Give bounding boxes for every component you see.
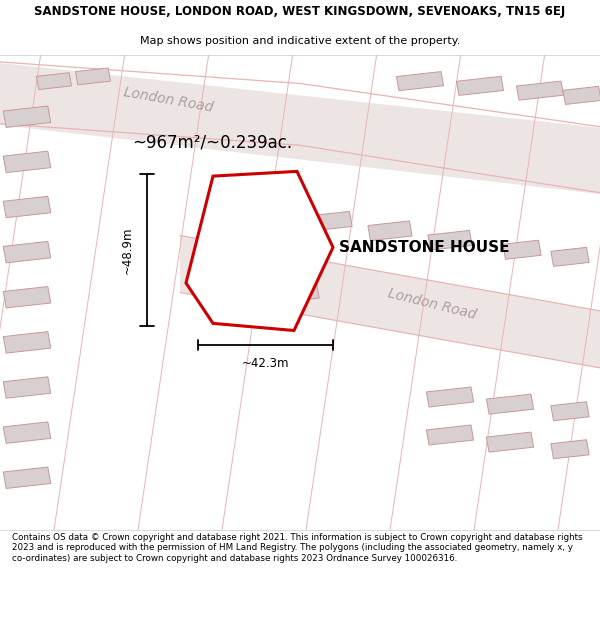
Polygon shape [563, 86, 600, 104]
Polygon shape [3, 377, 51, 398]
Polygon shape [517, 81, 563, 100]
Polygon shape [186, 171, 333, 331]
Polygon shape [551, 402, 589, 421]
Text: Contains OS data © Crown copyright and database right 2021. This information is : Contains OS data © Crown copyright and d… [12, 533, 583, 562]
Polygon shape [503, 240, 541, 259]
Polygon shape [37, 72, 71, 89]
Text: ~967m²/~0.239ac.: ~967m²/~0.239ac. [132, 134, 292, 152]
Polygon shape [0, 60, 600, 198]
Text: London Road: London Road [386, 287, 478, 322]
Text: London Road: London Road [122, 86, 214, 115]
Polygon shape [3, 151, 51, 173]
Polygon shape [3, 422, 51, 443]
Polygon shape [3, 467, 51, 489]
Polygon shape [368, 221, 412, 241]
Polygon shape [551, 440, 589, 459]
Polygon shape [281, 250, 319, 269]
Polygon shape [427, 387, 473, 407]
Polygon shape [76, 68, 110, 85]
Polygon shape [3, 106, 51, 128]
Polygon shape [427, 425, 473, 445]
Polygon shape [428, 231, 472, 250]
Polygon shape [487, 432, 533, 452]
Polygon shape [3, 196, 51, 218]
Text: SANDSTONE HOUSE: SANDSTONE HOUSE [339, 240, 509, 255]
Polygon shape [551, 248, 589, 266]
Text: Map shows position and indicative extent of the property.: Map shows position and indicative extent… [140, 36, 460, 46]
Text: ~42.3m: ~42.3m [242, 357, 289, 369]
Polygon shape [3, 286, 51, 308]
Text: ~48.9m: ~48.9m [121, 226, 134, 274]
Polygon shape [3, 241, 51, 263]
Polygon shape [281, 283, 319, 302]
Polygon shape [180, 236, 600, 373]
Polygon shape [308, 211, 352, 231]
Polygon shape [397, 72, 443, 91]
Polygon shape [457, 76, 503, 96]
Polygon shape [487, 394, 533, 414]
Text: SANDSTONE HOUSE, LONDON ROAD, WEST KINGSDOWN, SEVENOAKS, TN15 6EJ: SANDSTONE HOUSE, LONDON ROAD, WEST KINGS… [34, 4, 566, 18]
Polygon shape [3, 332, 51, 353]
